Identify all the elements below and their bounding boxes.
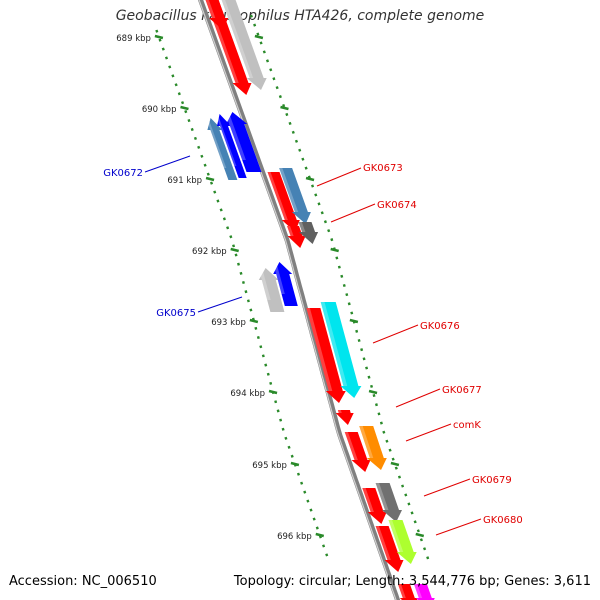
gene-arrow [397, 584, 418, 600]
major-tick [205, 176, 215, 182]
gene-arrow-gk0677-shade [337, 410, 342, 413]
gene-arrow-comk [359, 426, 387, 470]
label-gk0677-leader [395, 388, 441, 408]
kbp-tick-label: 690 kbp [142, 105, 177, 115]
kbp-tick-label: 694 kbp [230, 389, 265, 399]
gene-arrow-gk0680-shade [388, 520, 404, 552]
gene-arrow-shade [397, 584, 406, 598]
gene-arrow-comk-shade [359, 426, 374, 458]
major-tick [368, 389, 378, 395]
gene-arrow-shade [344, 432, 358, 460]
kbp-tick-label: 691 kbp [167, 176, 202, 186]
label-gk0672-leader [144, 155, 191, 173]
major-tick [315, 532, 325, 538]
gene-arrow [205, 0, 229, 30]
major-tick [280, 105, 289, 111]
gene-arrow [298, 222, 319, 244]
gene-arrow-gk0672b [217, 114, 247, 178]
major-tick [390, 461, 400, 467]
gene-arrow-gk0673 [267, 172, 300, 232]
kbp-tick-label: 693 kbp [211, 318, 246, 328]
gene-arrow-gk0679-shade [362, 488, 374, 512]
major-tick [154, 34, 164, 40]
kbp-tick-label: 689 kbp [116, 34, 151, 44]
label-gk0672: GK0672 [103, 168, 143, 179]
gene-arrow-shade [320, 302, 348, 386]
gene-arrow-gk0675 [273, 262, 298, 306]
topology-text: Topology: circular; Length: 3,544,776 bp… [233, 574, 591, 589]
label-gk0680: GK0680 [483, 515, 523, 526]
gene-arrow-gk0677 [335, 410, 354, 425]
gene-arrow-shade [375, 483, 389, 510]
gene-arrow [344, 432, 371, 472]
gene-arrow [375, 483, 402, 522]
major-tick [249, 318, 259, 324]
gene-arrow-gk0680 [388, 520, 417, 564]
gene-arrow-shade [205, 0, 216, 18]
label-gk0679-leader [423, 478, 471, 497]
gene-arrow-shade [221, 0, 254, 78]
gene-arrow-gk0672c-shade [224, 112, 246, 160]
gene-arrow-gk0679 [362, 488, 387, 524]
label-gk0679: GK0679 [472, 475, 512, 486]
label-gk0673-leader [316, 167, 362, 187]
gene-arrow-gk0672c [226, 112, 262, 172]
major-tick [349, 318, 359, 324]
gene-arrow-gk0675-shade [272, 262, 285, 294]
gene-arrow-shade [287, 226, 294, 236]
major-tick [290, 461, 300, 467]
gene-arrow-gk0674 [279, 168, 311, 224]
kbp-tick-label: 695 kbp [252, 461, 287, 471]
major-tick [180, 105, 189, 111]
gene-arrow-shade [258, 268, 271, 300]
major-tick [415, 532, 425, 538]
gene-arrow [375, 526, 404, 572]
left-tick-track [155, 29, 331, 563]
gene-arrow-gk0676 [306, 308, 346, 403]
gene-arrow-gk0673-shade [267, 172, 288, 220]
gene-arrow [258, 268, 285, 312]
major-tick [330, 247, 340, 253]
label-gk0674-leader [330, 203, 376, 223]
major-tick [230, 247, 240, 253]
gene-arrow-shade [298, 222, 306, 232]
gene-arrow-gk0674-shade [279, 168, 299, 212]
label-comk-leader [405, 423, 452, 442]
genome-backbone [197, 0, 401, 600]
right-tick-track [249, 14, 431, 564]
label-gk0680-leader [435, 518, 482, 536]
gene-arrow-shade [375, 526, 391, 560]
gene-arrow [287, 226, 306, 248]
backbone-highlight [198, 0, 397, 600]
kbp-tick-label: 692 kbp [192, 247, 227, 257]
label-gk0676-leader [372, 324, 419, 344]
gene-arrow [221, 0, 267, 90]
label-gk0676: GK0676 [420, 321, 460, 332]
gene-arrow [320, 302, 362, 398]
kbp-tick-label: 696 kbp [277, 532, 312, 542]
gene-arrow [413, 584, 435, 600]
major-tick [268, 389, 278, 395]
gene-arrow-gk0676-shade [306, 308, 333, 391]
label-gk0675-leader [197, 296, 243, 313]
gene-arrow-shade [413, 584, 423, 598]
major-tick [305, 176, 315, 182]
label-comk: comK [453, 420, 481, 431]
label-gk0673: GK0673 [363, 163, 403, 174]
gene-arrow-gk0672a-shade [206, 118, 227, 168]
label-gk0675: GK0675 [156, 308, 196, 319]
major-tick [254, 34, 264, 40]
gene-arrow-gk0672a [207, 118, 238, 180]
gene-arrow-gk0672b-shade [215, 114, 237, 166]
label-gk0677: GK0677 [442, 385, 482, 396]
accession-text: Accession: NC_006510 [9, 574, 157, 589]
label-gk0674: GK0674 [377, 200, 417, 211]
